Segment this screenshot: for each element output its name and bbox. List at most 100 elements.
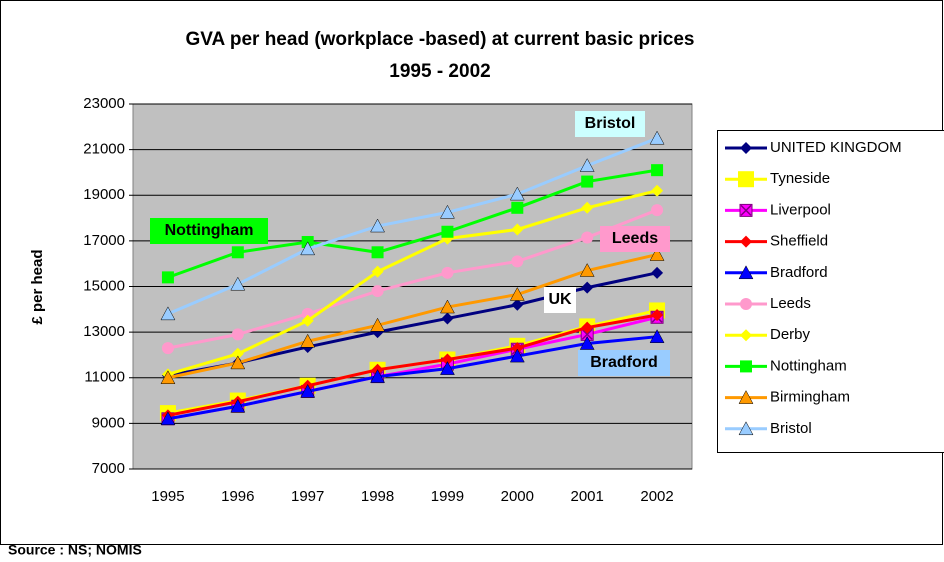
data-point: [649, 130, 665, 145]
series-line: [167, 335, 658, 421]
data-point: [440, 299, 455, 314]
x-tick-label: 1995: [151, 488, 184, 505]
annotation: Leeds: [612, 230, 658, 247]
annotation-box: [575, 111, 645, 137]
data-point: [651, 309, 664, 322]
legend-label: Tyneside: [770, 170, 830, 187]
data-point: [651, 184, 664, 197]
data-point: [160, 306, 176, 321]
annotation: UK: [548, 291, 572, 308]
x-tick-label: 2000: [501, 488, 534, 505]
legend-label: Leeds: [770, 295, 811, 312]
annotation: Bradford: [590, 354, 658, 371]
data-point: [440, 204, 455, 219]
data-point: [230, 276, 246, 291]
legend-label: Derby: [770, 326, 811, 343]
y-tick-label: 23000: [83, 95, 125, 112]
data-point: [160, 370, 176, 384]
data-point: [230, 355, 246, 370]
data-point: [511, 223, 524, 236]
y-tick-label: 15000: [83, 277, 125, 294]
legend-label: UNITED KINGDOM: [770, 139, 902, 156]
legend-marker: [740, 298, 752, 310]
legend-label: Nottingham: [770, 357, 847, 374]
y-tick-label: 13000: [83, 323, 125, 340]
marker-cross: [581, 328, 593, 340]
legend-marker: [738, 390, 754, 404]
legend-label: Birmingham: [770, 389, 850, 406]
data-point: [300, 383, 316, 398]
annotation-box: [544, 287, 576, 313]
legend-marker: [740, 142, 752, 154]
y-tick-label: 19000: [83, 186, 125, 203]
data-point: [230, 398, 246, 413]
legend-label: Bradford: [770, 264, 828, 281]
data-point: [441, 353, 454, 366]
data-point: [581, 231, 594, 244]
data-point: [300, 241, 316, 256]
legend-marker: [738, 421, 754, 436]
y-tick-label: 11000: [84, 369, 125, 386]
data-point: [371, 285, 384, 298]
data-point: [370, 317, 385, 332]
data-point: [441, 312, 454, 325]
series-line: [167, 313, 658, 417]
data-point: [509, 348, 525, 363]
data-point: [511, 255, 524, 268]
data-point: [581, 175, 594, 188]
data-point: [370, 218, 385, 233]
data-point: [649, 329, 665, 343]
data-point: [581, 201, 594, 214]
series-line: [167, 253, 658, 380]
legend-marker: [738, 265, 754, 280]
source-note: Source : NS; NOMIS: [8, 542, 142, 558]
x-tick-label: 1997: [291, 488, 324, 505]
data-point: [511, 201, 524, 214]
y-tick-label: 21000: [83, 141, 125, 158]
data-point: [579, 263, 595, 277]
legend-label: Liverpool: [770, 201, 831, 218]
legend-marker: [740, 360, 752, 373]
x-tick-label: 2001: [571, 488, 604, 505]
x-tick-label: 1998: [361, 488, 394, 505]
data-point: [231, 347, 244, 360]
series-line: [167, 136, 658, 316]
annotation-box: [600, 226, 670, 252]
data-point: [300, 333, 316, 348]
legend-marker: [740, 235, 752, 248]
x-tick-label: 2002: [640, 488, 673, 505]
data-point: [301, 314, 314, 327]
data-point: [651, 204, 664, 217]
annotation-box: [578, 350, 670, 376]
data-point: [579, 158, 595, 172]
x-tick-label: 1996: [221, 488, 254, 505]
data-point: [509, 186, 525, 201]
legend-marker: [740, 329, 752, 342]
annotation: Nottingham: [165, 222, 254, 239]
data-point: [511, 298, 524, 311]
legend-label: Sheffield: [770, 233, 828, 250]
legend-label: Bristol: [770, 420, 812, 437]
series-line: [167, 208, 658, 350]
data-point: [581, 281, 594, 294]
data-point: [370, 369, 385, 383]
y-tick-label: 17000: [83, 232, 125, 249]
data-point: [509, 286, 525, 301]
y-tick-label: 7000: [92, 460, 125, 477]
x-tick-label: 1999: [431, 488, 464, 505]
series-line: [167, 168, 658, 279]
legend-marker: [738, 171, 754, 188]
data-point: [651, 266, 664, 279]
data-point: [651, 164, 664, 177]
data-point: [440, 361, 455, 375]
data-point: [371, 265, 384, 278]
data-point: [231, 328, 244, 341]
data-point: [371, 246, 384, 259]
data-point: [581, 321, 594, 334]
data-point: [511, 342, 524, 355]
y-tick-label: 9000: [92, 414, 125, 431]
data-point: [160, 411, 176, 426]
marker-cross: [740, 204, 752, 216]
chart-subtitle: 1995 - 2002: [389, 61, 490, 82]
